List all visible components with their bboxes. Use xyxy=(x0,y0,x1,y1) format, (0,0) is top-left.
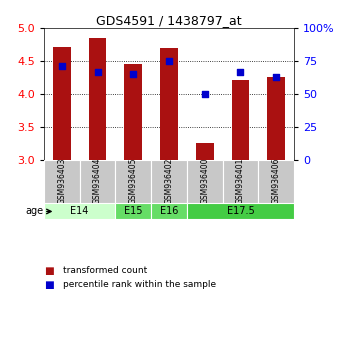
Bar xyxy=(80,160,115,204)
Bar xyxy=(44,160,80,204)
Bar xyxy=(187,204,294,219)
Bar xyxy=(267,77,285,160)
Text: GSM936402: GSM936402 xyxy=(165,158,173,204)
Point xyxy=(273,74,279,80)
Text: E17.5: E17.5 xyxy=(226,206,254,216)
Title: GDS4591 / 1438797_at: GDS4591 / 1438797_at xyxy=(96,14,242,27)
Point xyxy=(166,58,172,64)
Text: percentile rank within the sample: percentile rank within the sample xyxy=(63,280,216,290)
Bar xyxy=(44,204,115,219)
Point xyxy=(238,69,243,74)
Bar xyxy=(196,143,214,160)
Text: transformed count: transformed count xyxy=(63,266,147,275)
Bar xyxy=(151,160,187,204)
Bar xyxy=(151,204,187,219)
Bar xyxy=(89,38,106,160)
Point xyxy=(130,72,136,77)
Bar xyxy=(115,160,151,204)
Bar xyxy=(223,160,258,204)
Point xyxy=(95,69,100,74)
Text: GSM936405: GSM936405 xyxy=(129,158,138,204)
Text: E14: E14 xyxy=(71,206,89,216)
Text: GSM936404: GSM936404 xyxy=(93,158,102,204)
Text: GSM936403: GSM936403 xyxy=(57,158,66,204)
Text: ■: ■ xyxy=(44,280,54,290)
Bar xyxy=(53,47,71,160)
Text: GSM936401: GSM936401 xyxy=(236,158,245,204)
Text: GSM936400: GSM936400 xyxy=(200,158,209,204)
Bar xyxy=(258,160,294,204)
Bar xyxy=(232,80,249,160)
Text: GSM936406: GSM936406 xyxy=(272,158,281,204)
Text: ■: ■ xyxy=(44,266,54,276)
Bar xyxy=(187,160,223,204)
Bar xyxy=(115,204,151,219)
Text: age: age xyxy=(26,206,44,216)
Point xyxy=(202,91,208,97)
Text: E16: E16 xyxy=(160,206,178,216)
Text: E15: E15 xyxy=(124,206,143,216)
Point xyxy=(59,64,65,69)
Bar xyxy=(124,64,142,160)
Bar xyxy=(160,48,178,160)
